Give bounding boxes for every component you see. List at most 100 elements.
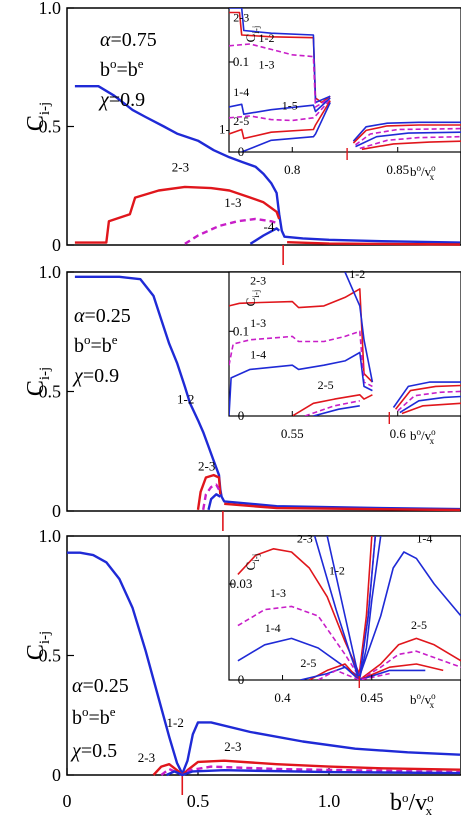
x-tick-label: 0.5 bbox=[187, 791, 210, 811]
inset-series-line bbox=[401, 402, 461, 415]
y-tick-label: 0.5 bbox=[39, 646, 62, 666]
series-line-2-3 bbox=[74, 185, 281, 244]
series-line-tail bbox=[224, 502, 461, 512]
inset-series-group bbox=[237, 536, 461, 680]
inset-series-line bbox=[313, 405, 360, 416]
param-b: bo=be bbox=[74, 332, 118, 357]
series-line-1-2 bbox=[67, 551, 461, 775]
inset-y-tick-label: 0.03 bbox=[230, 576, 253, 591]
inset-x-tick-label: 0.6 bbox=[390, 426, 407, 441]
series-line bbox=[160, 765, 461, 777]
inset-x-tick-label: 0.45 bbox=[360, 690, 383, 705]
inset-series-line-2-5 bbox=[358, 637, 461, 680]
inset-y-tick-label: 0 bbox=[238, 408, 245, 423]
inset-series-line-1-3 bbox=[229, 330, 373, 388]
param-alpha: α=0.25 bbox=[72, 675, 129, 697]
curve-label: 2-3 bbox=[172, 160, 189, 175]
inset-curve-label: 2-5 bbox=[300, 656, 316, 670]
y-tick-label: 0 bbox=[52, 765, 61, 785]
chart-panel-1: 00.51.0Ci-j1-22-31-3-4α=0.75bo=beχ=0.92-… bbox=[23, 0, 461, 265]
inset-x-tick-label: 0.55 bbox=[281, 426, 304, 441]
series-line-tail bbox=[287, 241, 461, 246]
chart-panel-3: 0 0.5 1.0 0 0.5 1.0 bo/vo x Ci-j 1-2 2-3 2-3 α=0.25 b… bbox=[23, 526, 461, 818]
param-alpha: α=0.75 bbox=[100, 29, 157, 51]
inset-panel-3: 2-3 1-3 1-4 1-2 1-4 2-5 2-5 0.4 0.45 0 0.03 bo/vo x C… bbox=[228, 531, 461, 710]
inset-series-line-1-4 bbox=[237, 551, 461, 678]
inset-y-tick-label: 0 bbox=[238, 672, 245, 687]
inset-x-axis-label: bo/vo x bbox=[410, 163, 436, 182]
inset-frame bbox=[228, 271, 461, 417]
inset-curve-label: 1-3 bbox=[270, 586, 286, 600]
series-line-1-4 bbox=[249, 227, 281, 245]
inset-x-axis-label: bo/vo x bbox=[410, 691, 436, 710]
inset-x-tick-label: 0.8 bbox=[284, 162, 300, 177]
inset-curve-label: 1-3 bbox=[259, 57, 275, 71]
inset-series-line bbox=[392, 381, 461, 408]
inset-series-group bbox=[229, 8, 461, 152]
param-chi: χ=0.5 bbox=[70, 740, 117, 762]
y-axis-label: Ci-j bbox=[23, 631, 53, 660]
inset-curve-label: 1-4 bbox=[416, 531, 432, 545]
param-b: bo=be bbox=[72, 704, 116, 729]
y-tick-label: 0 bbox=[52, 501, 61, 521]
inset-curve-label: 1-4 bbox=[250, 347, 266, 361]
curve-label: -4 bbox=[264, 219, 275, 234]
x-axis-label: bo/vo x bbox=[390, 790, 434, 818]
inset-series-line bbox=[361, 140, 461, 151]
inset-series-group bbox=[229, 272, 461, 416]
inset-series-line-2-5 bbox=[229, 100, 331, 140]
y-tick-label: 1.0 bbox=[39, 262, 62, 282]
curve-label: 1-3 bbox=[224, 195, 241, 210]
inset-x-tick-label: 0.4 bbox=[274, 690, 291, 705]
inset-panel-2: 2-3 1-2 1-3 1-4 2-5 0.55 0.6 0 0.1 bo/vo x Ci-j bbox=[228, 267, 461, 446]
inset-series-line bbox=[358, 650, 461, 680]
inset-curve-label: 1-2 bbox=[259, 31, 275, 45]
inset-series-line bbox=[326, 536, 377, 680]
inset-series-line bbox=[317, 669, 390, 680]
inset-series-line-1-3 bbox=[229, 43, 331, 108]
inset-series-line bbox=[304, 400, 360, 416]
inset-series-line bbox=[300, 666, 426, 680]
inset-y-tick-label: 0 bbox=[238, 144, 245, 159]
inset-curve-label: 2-5 bbox=[411, 618, 427, 632]
inset-series-line bbox=[355, 127, 461, 146]
x-tick-label: 0 bbox=[63, 791, 72, 811]
inset-curve-label: 2-3 bbox=[297, 531, 313, 545]
inset-curve-label: 1-4 bbox=[233, 85, 249, 99]
param-chi: χ=0.9 bbox=[72, 365, 119, 387]
inset-curve-label: 1-5 bbox=[282, 99, 298, 113]
inset-curve-label: 2-5 bbox=[318, 378, 334, 392]
y-axis-label: Ci-j bbox=[23, 367, 53, 396]
inset-series-line-1-4 bbox=[229, 351, 373, 416]
inset-panel-1: 2-3 1-2 1-3 1-4 1-5 2-5 0.8 0.85 0 0.1 bo/vo x Ci-j bbox=[228, 7, 461, 182]
chart-panel-2: 0 0.5 1.0 Ci-j 1-2 2-3 α=0.25 bo=be χ=0.9 2-3 1-2 1… bbox=[23, 262, 461, 531]
series-line-2-3 bbox=[152, 759, 461, 777]
inset-series-line bbox=[352, 124, 461, 144]
curve-label: 1-2 bbox=[167, 715, 184, 730]
inset-x-axis-label: bo/vo x bbox=[410, 427, 436, 446]
inset-curve-label: 2-3 bbox=[233, 11, 249, 25]
inset-series-line-1-2 bbox=[313, 536, 382, 680]
inset-series-line bbox=[394, 384, 461, 410]
inset-series-line-2-3 bbox=[237, 536, 373, 675]
inset-y-axis-label: Ci-j bbox=[243, 290, 261, 307]
series-line bbox=[166, 769, 461, 777]
y-tick-label: 0.5 bbox=[39, 382, 62, 402]
inset-series-line bbox=[308, 663, 444, 680]
curve-label: 2-3 bbox=[198, 458, 215, 473]
series-line-2-3 bbox=[196, 473, 222, 510]
inset-curve-label: 1-4 bbox=[265, 621, 281, 635]
param-alpha: α=0.25 bbox=[74, 305, 131, 327]
inset-y-axis-label: Ci-j bbox=[243, 26, 261, 43]
series-line-1-4 bbox=[207, 493, 221, 511]
inset-series-line-1-4 bbox=[229, 97, 331, 115]
inset-x-tick-label: 0.85 bbox=[386, 162, 409, 177]
series-line-1-2 bbox=[74, 85, 461, 244]
inset-curve-label: 2-5 bbox=[233, 114, 249, 128]
y-tick-label: 0 bbox=[52, 235, 61, 255]
series-line-1-2 bbox=[74, 275, 461, 511]
x-tick-label: 1.0 bbox=[318, 791, 341, 811]
param-chi: χ=0.9 bbox=[98, 89, 145, 111]
curve-label: 2-3 bbox=[224, 739, 241, 754]
series-line-1-3 bbox=[184, 217, 280, 245]
